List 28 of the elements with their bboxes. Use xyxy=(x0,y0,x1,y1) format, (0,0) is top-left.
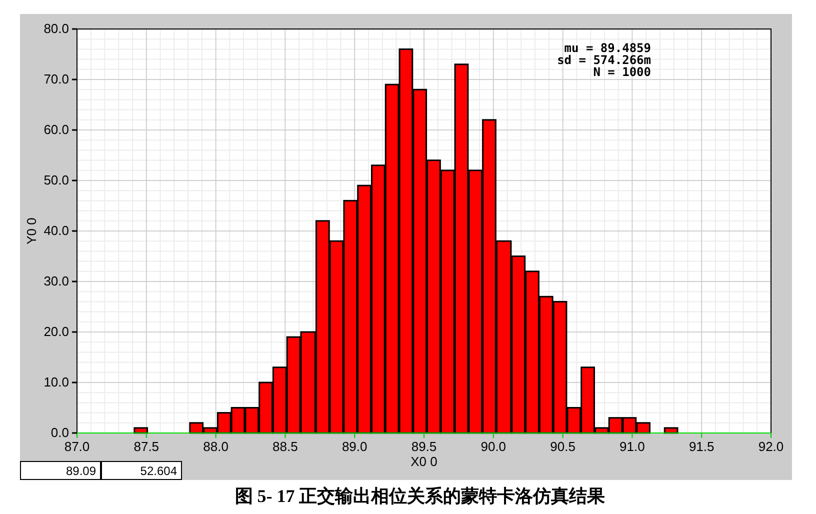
y-tick-label: 0.0 xyxy=(50,425,69,440)
y-tick-label: 60.0 xyxy=(44,122,69,137)
x-axis-title: X0 0 xyxy=(410,454,438,469)
x-tick-label: 90.5 xyxy=(550,439,576,454)
y-tick-label: 70.0 xyxy=(44,72,69,86)
y-tick-label: 40.0 xyxy=(44,223,69,238)
annotation: sd = 574.266m xyxy=(557,53,651,67)
annotation: N = 1000 xyxy=(593,65,651,79)
x-tick-label: 88.0 xyxy=(203,439,228,454)
text: 52.604 xyxy=(140,464,178,478)
x-tick-label: 90.0 xyxy=(480,439,506,454)
y-tick-label: 80.0 xyxy=(44,21,69,36)
x-tick-label: 88.5 xyxy=(272,439,298,454)
x-tick-label: 91.5 xyxy=(688,439,714,454)
x-tick-label: 89.5 xyxy=(411,439,437,454)
y-tick-label: 20.0 xyxy=(44,324,69,339)
y-tick-label: 10.0 xyxy=(44,374,69,390)
caption: 图 5- 17 正交输出相位关系的蒙特卡洛仿真结果 xyxy=(234,486,606,506)
x-tick-label: 87.0 xyxy=(64,439,90,454)
text: 89.09 xyxy=(66,464,96,478)
x-tick-label: 87.5 xyxy=(134,439,160,454)
x-tick-label: 92.0 xyxy=(758,439,784,454)
y-tick-label: 50.0 xyxy=(44,172,69,188)
annotation: mu = 89.4859 xyxy=(564,41,651,55)
x-tick-label: 89.0 xyxy=(342,439,368,454)
y-tick-label: 30.0 xyxy=(44,274,69,288)
x-tick-label: 91.0 xyxy=(620,439,645,454)
y-axis-title: Y0 0 xyxy=(24,218,39,244)
